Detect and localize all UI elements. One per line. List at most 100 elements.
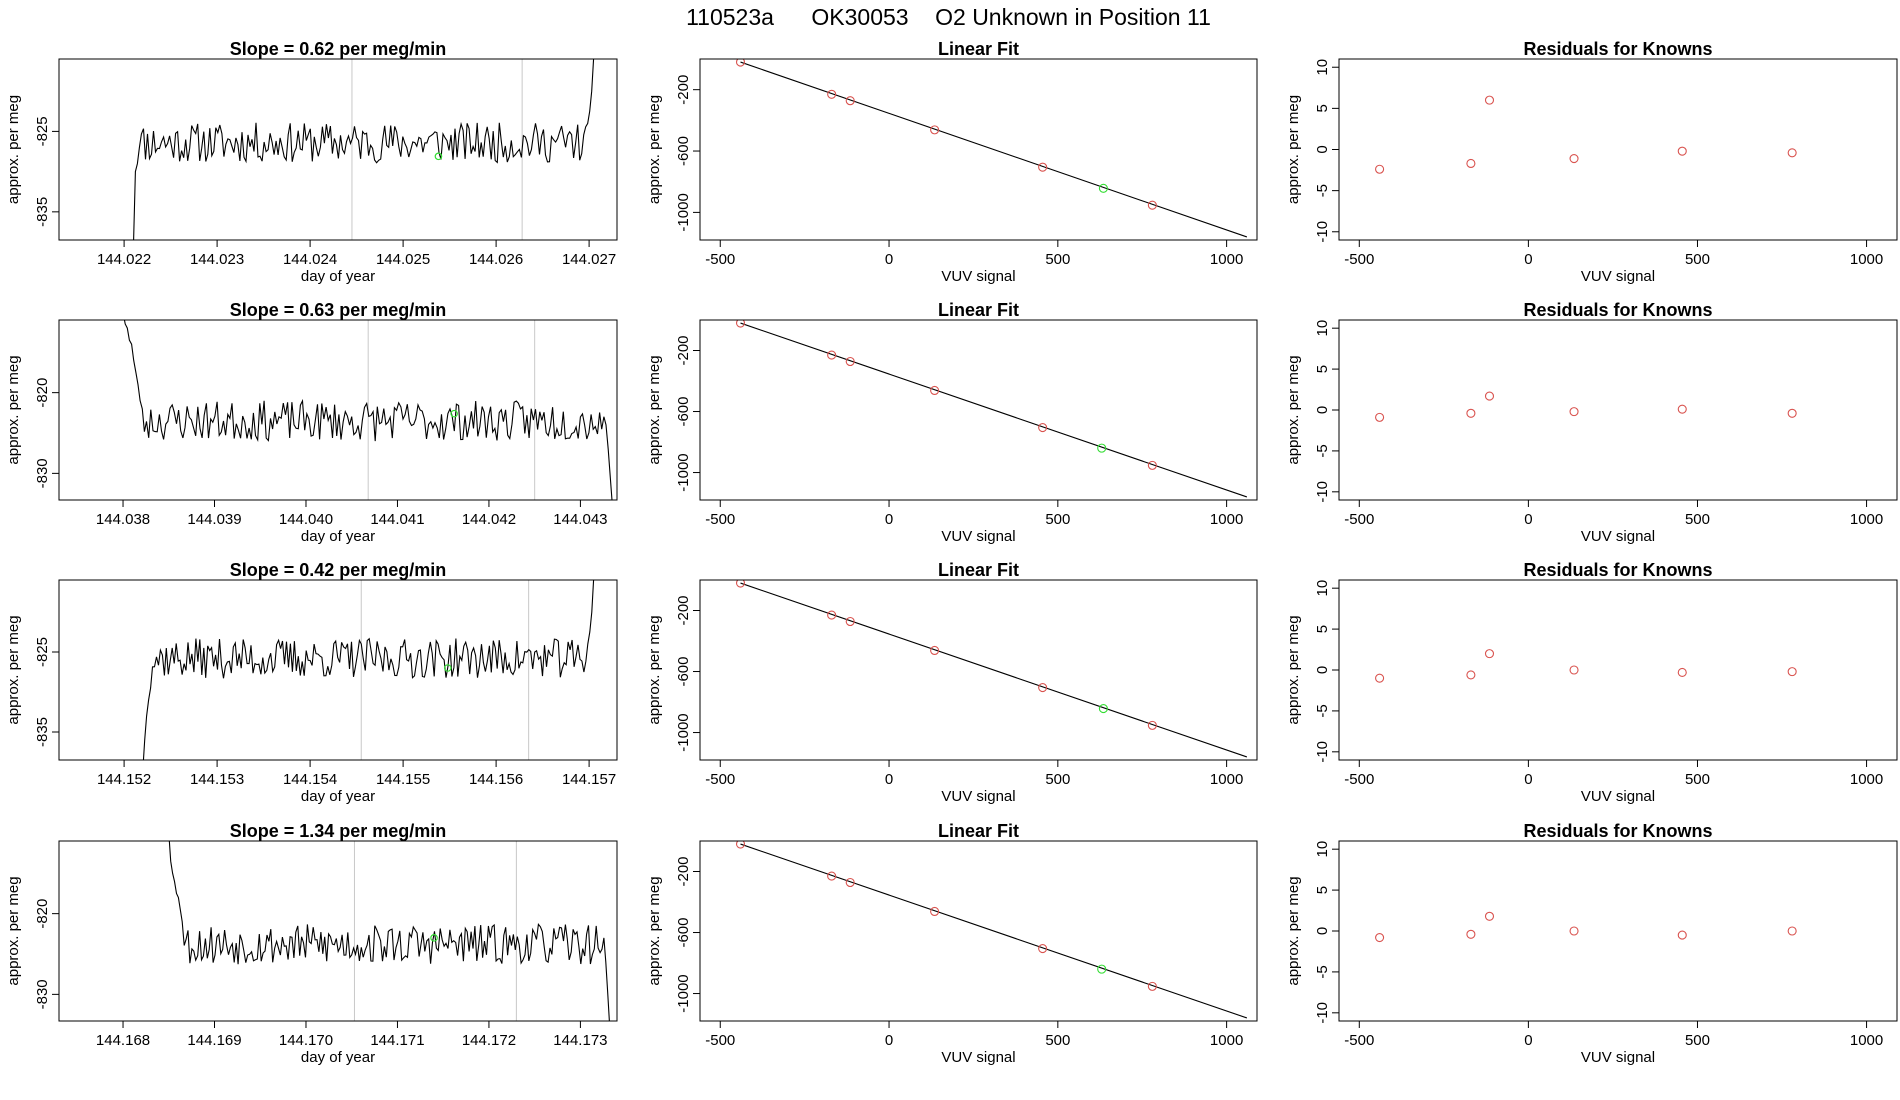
residual-point [1466,670,1476,680]
y-tick-label: 10 [1314,580,1331,597]
y-axis-label: approx. per meg [1285,95,1302,204]
figure-title: 110523a OK30053 O2 Unknown in Position 1… [686,4,1211,30]
known-standard-point [1147,200,1157,210]
y-tick-label: -10 [1314,741,1331,763]
unknown-point [443,664,452,672]
x-tick-label: 144.027 [562,251,616,268]
x-axis: 144.038 144.039 144.040 144.041 144.042 144.0… [96,500,608,545]
y-axis-label: approx. per meg [1285,355,1302,464]
y-tick-label: 0 [1314,145,1331,153]
plot-frame [1338,579,1898,761]
residual-point [1484,95,1495,105]
x-axis-label: day of year [301,788,375,805]
signal-trace-line [142,580,595,760]
fit-line [740,61,1248,238]
y-axis-label: approx. per meg [646,615,663,724]
x-tick-label: 144.154 [283,771,337,788]
y-tick-label: 0 [1314,666,1331,674]
y-tick-label: -600 [675,657,692,687]
x-tick-label: 144.169 [187,1032,241,1049]
x-tick-label: 1000 [1850,511,1883,528]
plot-frame [1338,319,1898,501]
known-standard-point [1038,422,1048,433]
y-tick-label: -200 [675,75,692,105]
plot-area [123,320,613,500]
plot-area [735,841,1248,1019]
plot-area [735,59,1248,238]
x-tick-label: 144.153 [190,771,244,788]
panel-title: Linear Fit [938,300,1019,320]
residual-point [1787,667,1797,677]
panel-residuals-row2: Residuals for Knowns -500 0 500 1000 VUV sign… [1285,300,1898,545]
signal-trace-line [133,59,595,240]
panel-residuals-row4: Residuals for Knowns -500 0 500 1000 VUV sign… [1285,821,1898,1066]
plot-frame [699,58,1258,241]
plot-frame [1338,840,1898,1022]
x-tick-label: 0 [885,771,893,788]
y-tick-label: -1000 [675,713,692,751]
panel-title: Linear Fit [938,560,1019,580]
x-tick-label: 144.039 [187,511,241,528]
residual-point [1787,148,1797,158]
known-standard-point [827,610,837,620]
x-axis: -500 0 500 1000 VUV signal [705,500,1243,545]
x-axis: -500 0 500 1000 VUV signal [1344,760,1883,805]
unknown-point [430,934,438,942]
plot-area [133,59,595,240]
known-standard-point [1038,162,1048,172]
panel-title: Slope = 0.62 per meg/min [230,39,447,59]
y-axis: -825 -835 approx. per meg [5,95,59,227]
residual-point [1375,412,1385,422]
known-standard-point [930,125,940,135]
plot-area [735,320,1248,498]
fit-line [740,843,1248,1019]
known-standard-point [845,877,855,888]
x-tick-label: 500 [1685,511,1710,528]
y-tick-label: 10 [1314,59,1331,76]
y-tick-label: 5 [1314,886,1331,894]
x-axis-label: VUV signal [1581,268,1655,285]
y-tick-label: -600 [675,918,692,948]
known-standard-point [845,356,855,367]
residual-point [1569,154,1579,164]
y-tick-label: 5 [1314,104,1331,112]
x-axis: -500 0 500 1000 VUV signal [705,1021,1243,1066]
y-axis-label: approx. per meg [5,615,22,724]
y-tick-label: -200 [675,595,692,625]
residual-point [1375,932,1385,943]
plot-area [142,580,595,760]
residual-point [1787,408,1797,418]
y-tick-label: -835 [34,717,51,747]
y-tick-label: 5 [1314,625,1331,633]
x-tick-label: -500 [1344,771,1374,788]
y-axis: 10 5 0 -5 -10 approx. per meg [1285,320,1339,503]
y-tick-label: -820 [34,899,51,929]
figure-title-run-id: 110523a [686,4,774,30]
y-axis-label: approx. per meg [1285,876,1302,985]
plot-frame [1338,58,1898,241]
x-tick-label: 500 [1685,251,1710,268]
y-tick-label: -5 [1314,704,1331,717]
x-tick-label: 144.041 [370,511,424,528]
y-tick-label: 5 [1314,365,1331,373]
known-standard-point [735,841,746,849]
x-axis-label: VUV signal [1581,1049,1655,1066]
panel-linear-fit-row2: Linear Fit -500 0 500 1000 VUV signal -200 -600… [646,300,1258,545]
x-tick-label: 144.157 [562,771,616,788]
y-tick-label: -600 [675,136,692,166]
y-tick-label: -5 [1314,184,1331,197]
y-axis: -825 -835 approx. per meg [5,615,59,747]
residual-point [1677,146,1687,156]
unknown-point [1098,704,1108,714]
x-tick-label: 0 [1524,1032,1532,1049]
known-standard-point [1147,460,1157,470]
y-axis: -200 -600 -1000 approx. per meg [646,335,700,492]
figure-title-description: O2 Unknown in Position 11 [935,4,1211,30]
y-tick-label: -10 [1314,481,1331,503]
x-axis-label: day of year [301,268,375,285]
x-tick-label: 144.171 [370,1032,424,1049]
y-axis: -820 -830 approx. per meg [5,876,59,1009]
